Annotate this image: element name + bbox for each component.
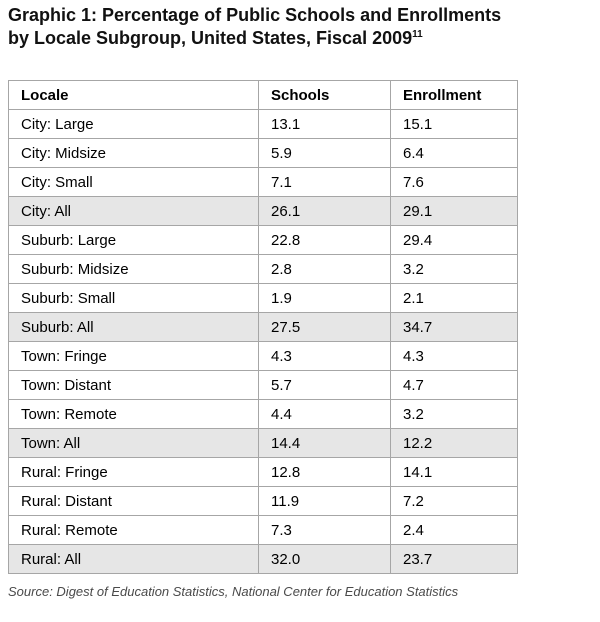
schools-cell: 4.4 — [258, 399, 391, 429]
locale-cell: City: Small — [8, 167, 259, 197]
locale-cell: Rural: Remote — [8, 515, 259, 545]
locale-cell: Suburb: Small — [8, 283, 259, 313]
schools-cell: 4.3 — [258, 341, 391, 371]
enrollment-cell: 12.2 — [390, 428, 518, 458]
table-row: Rural: Distant 11.9 7.2 — [8, 486, 518, 516]
graphic-title-line2: by Locale Subgroup, United States, Fisca… — [8, 28, 413, 48]
locale-cell: Rural: Distant — [8, 486, 259, 516]
enrollment-cell: 3.2 — [390, 399, 518, 429]
graphic-title: Graphic 1: Percentage of Public Schools … — [0, 0, 600, 50]
table-row: Rural: All 32.0 23.7 — [8, 544, 518, 574]
table-row: City: All 26.1 29.1 — [8, 196, 518, 226]
locale-cell: Town: Remote — [8, 399, 259, 429]
enrollment-cell: 6.4 — [390, 138, 518, 168]
table-row: City: Midsize 5.9 6.4 — [8, 138, 518, 168]
locale-cell: City: All — [8, 196, 259, 226]
table-row: Town: Distant 5.7 4.7 — [8, 370, 518, 400]
table-row: Town: All 14.4 12.2 — [8, 428, 518, 458]
column-header-locale: Locale — [8, 80, 259, 110]
enrollment-cell: 4.7 — [390, 370, 518, 400]
locale-cell: Town: All — [8, 428, 259, 458]
table-row: Town: Fringe 4.3 4.3 — [8, 341, 518, 371]
table-row: Rural: Remote 7.3 2.4 — [8, 515, 518, 545]
enrollment-cell: 14.1 — [390, 457, 518, 487]
column-header-schools: Schools — [258, 80, 391, 110]
locale-cell: Town: Fringe — [8, 341, 259, 371]
enrollment-cell: 3.2 — [390, 254, 518, 284]
enrollment-cell: 4.3 — [390, 341, 518, 371]
enrollment-cell: 34.7 — [390, 312, 518, 342]
schools-cell: 5.9 — [258, 138, 391, 168]
enrollment-cell: 29.1 — [390, 196, 518, 226]
locale-cell: City: Midsize — [8, 138, 259, 168]
enrollment-cell: 7.2 — [390, 486, 518, 516]
schools-cell: 26.1 — [258, 196, 391, 226]
table-row: Suburb: Midsize 2.8 3.2 — [8, 254, 518, 284]
locale-cell: City: Large — [8, 109, 259, 139]
column-header-enrollment: Enrollment — [390, 80, 518, 110]
schools-cell: 5.7 — [258, 370, 391, 400]
schools-cell: 7.1 — [258, 167, 391, 197]
table-header-row: Locale Schools Enrollment — [8, 80, 518, 110]
locale-cell: Suburb: All — [8, 312, 259, 342]
schools-cell: 1.9 — [258, 283, 391, 313]
enrollment-cell: 23.7 — [390, 544, 518, 574]
table-row: Town: Remote 4.4 3.2 — [8, 399, 518, 429]
enrollment-cell: 7.6 — [390, 167, 518, 197]
locale-cell: Suburb: Large — [8, 225, 259, 255]
schools-cell: 2.8 — [258, 254, 391, 284]
locale-statistics-table: Locale Schools Enrollment City: Large 13.… — [8, 80, 518, 574]
enrollment-cell: 15.1 — [390, 109, 518, 139]
schools-cell: 11.9 — [258, 486, 391, 516]
enrollment-cell: 2.4 — [390, 515, 518, 545]
schools-cell: 13.1 — [258, 109, 391, 139]
schools-cell: 12.8 — [258, 457, 391, 487]
table-row: Suburb: Large 22.8 29.4 — [8, 225, 518, 255]
locale-cell: Rural: Fringe — [8, 457, 259, 487]
schools-cell: 32.0 — [258, 544, 391, 574]
enrollment-cell: 29.4 — [390, 225, 518, 255]
schools-cell: 7.3 — [258, 515, 391, 545]
locale-cell: Town: Distant — [8, 370, 259, 400]
table-row: Rural: Fringe 12.8 14.1 — [8, 457, 518, 487]
table-row: City: Large 13.1 15.1 — [8, 109, 518, 139]
footnote-marker: 11 — [412, 29, 423, 40]
table-row: City: Small 7.1 7.6 — [8, 167, 518, 197]
enrollment-cell: 2.1 — [390, 283, 518, 313]
table-row: Suburb: Small 1.9 2.1 — [8, 283, 518, 313]
locale-cell: Suburb: Midsize — [8, 254, 259, 284]
schools-cell: 27.5 — [258, 312, 391, 342]
graphic-title-line1: Graphic 1: Percentage of Public Schools … — [8, 5, 502, 25]
schools-cell: 22.8 — [258, 225, 391, 255]
locale-cell: Rural: All — [8, 544, 259, 574]
source-note: Source: Digest of Education Statistics, … — [8, 584, 459, 599]
table-row: Suburb: All 27.5 34.7 — [8, 312, 518, 342]
schools-cell: 14.4 — [258, 428, 391, 458]
